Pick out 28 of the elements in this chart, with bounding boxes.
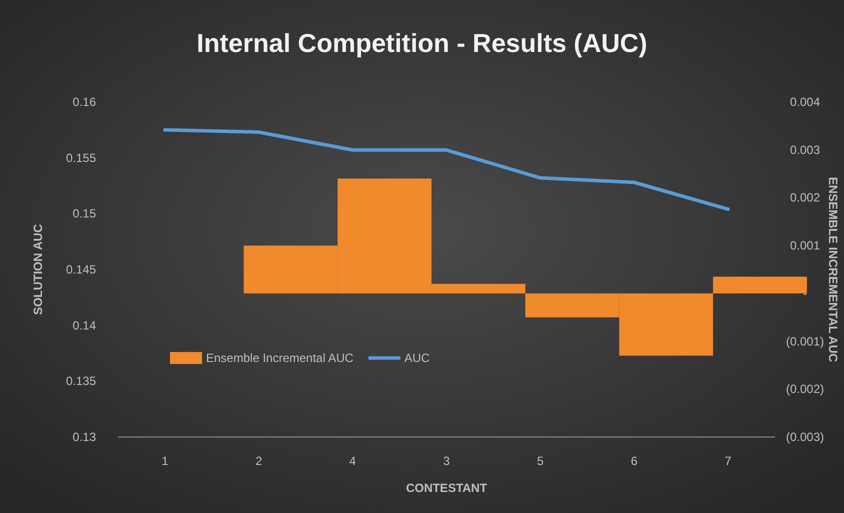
y2-axis-title: ENSEMBLE INCREMENTAL AUC	[826, 176, 840, 362]
y-tick-label: 0.145	[66, 262, 96, 276]
legend-label: Ensemble Incremental AUC	[206, 351, 354, 365]
y2-tick-label: 0.002	[790, 190, 820, 205]
x-tick-label: 2	[255, 454, 262, 468]
y-axis-title: SOLUTION AUC	[31, 224, 45, 315]
y-tick-label: 0.14	[72, 318, 96, 332]
y-tick-label: 0.155	[66, 150, 96, 165]
y2-tick-label: 0.003	[790, 142, 820, 157]
legend-label: AUC	[404, 351, 430, 365]
y-tick-label: 0.13	[72, 430, 96, 444]
y2-tick-label: 0.004	[790, 95, 820, 109]
chart-title: Internal Competition - Results (AUC)	[196, 28, 648, 58]
y2-tick-label: (0.002)	[786, 382, 824, 396]
y2-tick-label: 0.001	[790, 238, 820, 253]
x-tick-label: 3	[443, 454, 450, 468]
x-tick-label: 6	[630, 454, 638, 468]
y-tick-label: 0.135	[66, 374, 96, 388]
x-axis-title: CONTESTANT	[406, 481, 488, 495]
y-tick-label: 0.16	[72, 95, 96, 109]
x-tick-label: 7	[724, 454, 732, 468]
y-tick-label: 0.15	[72, 206, 96, 221]
x-tick-label: 4	[349, 454, 356, 468]
x-tick-label: 5	[537, 454, 544, 468]
y2-tick-label: (0.003)	[786, 430, 824, 444]
y2-tick-label: -	[803, 286, 807, 300]
y2-tick-label: (0.001)	[786, 334, 824, 348]
x-tick-label: 1	[162, 454, 169, 468]
